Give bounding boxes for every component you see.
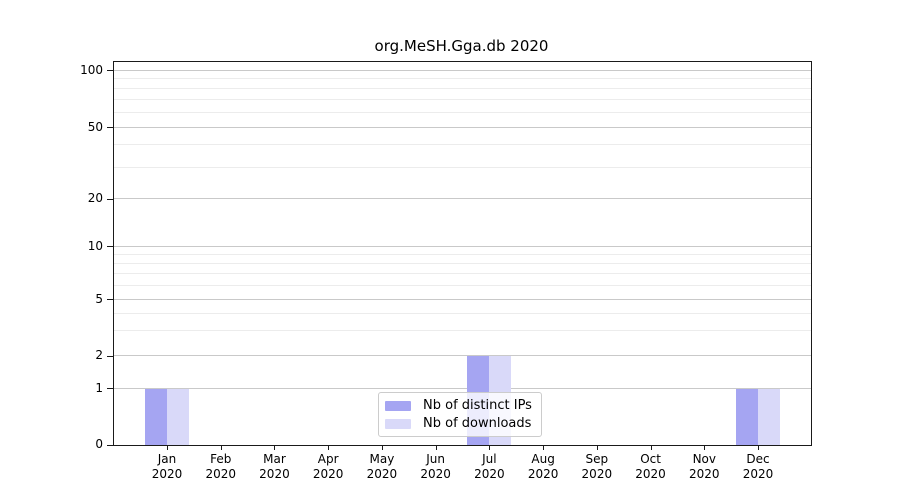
y-tick-mark — [107, 198, 113, 200]
legend: Nb of distinct IPs Nb of downloads — [378, 392, 542, 437]
x-tick-mark — [328, 445, 330, 450]
y-tick-label: 10 — [87, 238, 103, 253]
minor-gridline — [114, 78, 811, 80]
plot-area: Nb of distinct IPs Nb of downloads — [113, 61, 812, 446]
major-gridline — [114, 69, 811, 71]
legend-label: Nb of downloads — [423, 416, 532, 431]
legend-label: Nb of distinct IPs — [423, 398, 532, 413]
x-tick-label: Jun 2020 — [420, 452, 451, 481]
y-tick-label: 5 — [95, 291, 103, 306]
x-tick-label: Feb 2020 — [205, 452, 236, 481]
major-gridline — [114, 198, 811, 200]
minor-gridline — [114, 111, 811, 113]
x-tick-mark — [596, 445, 598, 450]
y-tick-mark — [107, 388, 113, 390]
bar-distinct-ips — [736, 389, 759, 445]
major-gridline — [114, 355, 811, 357]
y-tick-mark — [107, 70, 113, 72]
minor-gridline — [114, 263, 811, 265]
y-tick-mark — [107, 444, 113, 446]
minor-gridline — [114, 330, 811, 332]
x-tick-label: Nov 2020 — [689, 452, 720, 481]
y-tick-label: 100 — [80, 62, 103, 77]
x-tick-mark — [381, 445, 383, 450]
x-tick-label: Oct 2020 — [635, 452, 666, 481]
bar-downloads — [758, 389, 781, 445]
y-tick-mark — [107, 246, 113, 248]
legend-item: Nb of downloads — [385, 416, 532, 431]
x-tick-mark — [489, 445, 491, 450]
minor-gridline — [114, 273, 811, 275]
y-tick-label: 1 — [95, 380, 103, 395]
x-tick-label: Jan 2020 — [151, 452, 183, 481]
minor-gridline — [114, 99, 811, 101]
x-tick-mark — [167, 445, 168, 450]
x-tick-mark — [758, 445, 760, 450]
x-tick-label: Sep 2020 — [581, 452, 613, 481]
y-tick-label: 0 — [95, 437, 103, 451]
minor-gridline — [114, 166, 811, 168]
y-tick-mark — [107, 355, 113, 357]
x-tick-label: Mar 2020 — [259, 452, 290, 481]
x-tick-mark — [435, 445, 437, 450]
x-tick-label: Apr 2020 — [312, 452, 344, 481]
y-tick-mark — [107, 299, 113, 301]
y-tick-label: 20 — [87, 191, 103, 206]
y-tick-label: 50 — [87, 119, 103, 134]
x-tick-label: Aug 2020 — [527, 452, 559, 481]
minor-gridline — [114, 88, 811, 90]
x-tick-mark — [274, 445, 276, 450]
major-gridline — [114, 126, 811, 128]
minor-gridline — [114, 254, 811, 256]
x-tick-label: May 2020 — [366, 452, 398, 481]
chart-title: org.MeSH.Gga.db 2020 — [374, 37, 549, 55]
minor-gridline — [114, 284, 811, 286]
x-tick-mark — [220, 445, 222, 450]
minor-gridline — [114, 312, 811, 314]
minor-gridline — [114, 144, 811, 146]
x-tick-label: Jul 2020 — [474, 452, 505, 481]
major-gridline — [114, 246, 811, 247]
x-tick-mark — [543, 445, 545, 450]
x-tick-mark — [650, 445, 652, 450]
major-gridline — [114, 298, 811, 300]
x-tick-mark — [704, 445, 706, 450]
bar-distinct-ips — [145, 389, 167, 445]
y-tick-mark — [107, 127, 113, 129]
y-tick-label: 2 — [95, 348, 103, 363]
legend-swatch — [385, 400, 411, 411]
legend-item: Nb of distinct IPs — [385, 398, 532, 413]
bar-downloads — [167, 389, 189, 445]
x-tick-label: Dec 2020 — [742, 452, 774, 481]
major-gridline — [114, 387, 811, 389]
legend-swatch — [385, 418, 411, 429]
